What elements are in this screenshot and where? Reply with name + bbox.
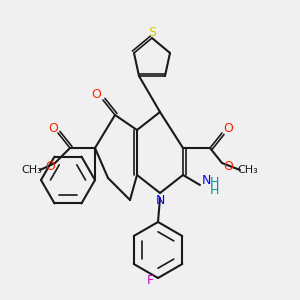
- Text: S: S: [148, 26, 156, 38]
- Text: O: O: [48, 122, 58, 136]
- Text: H: H: [209, 176, 219, 190]
- Text: O: O: [91, 88, 101, 101]
- Text: N: N: [155, 194, 165, 208]
- Text: O: O: [223, 160, 233, 173]
- Text: F: F: [146, 274, 154, 286]
- Text: CH₃: CH₃: [22, 165, 42, 175]
- Text: CH₃: CH₃: [238, 165, 258, 175]
- Text: H: H: [209, 184, 219, 197]
- Text: N: N: [201, 173, 211, 187]
- Text: O: O: [223, 122, 233, 136]
- Text: O: O: [45, 160, 55, 173]
